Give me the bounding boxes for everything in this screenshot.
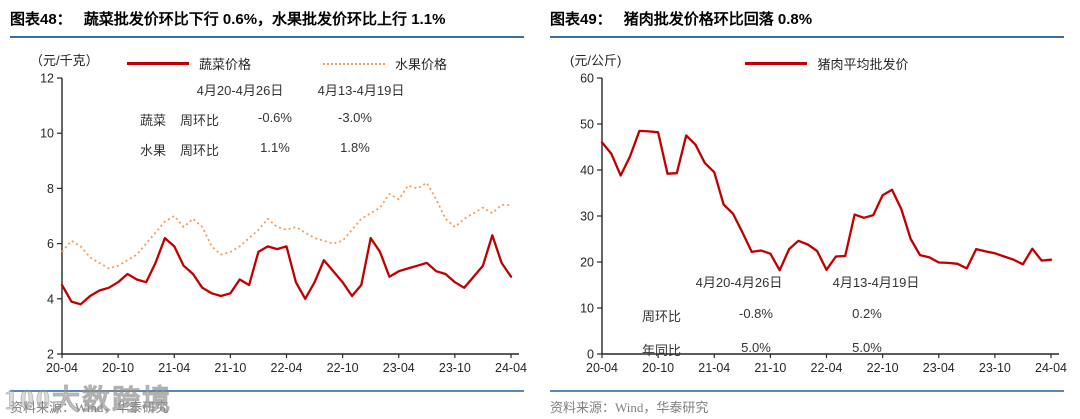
pork-chart-zone: (元/公斤) 猪肉平均批发价 0 10 20 30 40 50 60 20-04 20-10 21…: [550, 38, 1067, 388]
metric-value-prior: 0.2%: [852, 306, 882, 321]
stats-col-header-current-week: 4月20-4月26日: [196, 83, 284, 98]
figure-48-title: 蔬菜批发价环比下行 0.6%，水果批发价环比上行 1.1%: [83, 11, 446, 28]
pork-price-chart: 0 10 20 30 40 50 60 20-04 20-10 21-04 21-10 22-04 22…: [580, 72, 1067, 376]
metric-value-current: -0.8%: [739, 306, 773, 321]
svg-text:24-04: 24-04: [1035, 361, 1067, 375]
figure-49-panel: 图表49： 猪肉批发价格环比回落 0.8% (元/公斤) 猪肉平均批发价 0 10…: [540, 0, 1080, 419]
stats-table-header: 4月20-4月26日 4月13-4月19日: [140, 80, 416, 99]
svg-text:24-04: 24-04: [495, 361, 527, 375]
metric-label: 周环比: [180, 113, 220, 128]
vegetable-fruit-chart-zone: （元/千克） 蔬菜价格 水果价格 2 4 6 8 10 12 20-04 20-10 21-04…: [10, 38, 527, 388]
metric-label: 周环比: [642, 309, 682, 324]
svg-text:10: 10: [580, 302, 594, 316]
svg-text:23-04: 23-04: [923, 361, 955, 375]
svg-text:20: 20: [580, 256, 594, 270]
figure-49-footer: 资料来源：Wind，华泰研究: [550, 390, 1064, 416]
svg-text:22-10: 22-10: [327, 361, 359, 375]
metric-value-prior: -3.0%: [338, 110, 372, 125]
row-label: 蔬菜: [140, 113, 167, 128]
svg-text:50: 50: [580, 118, 594, 132]
figure-49-title: 猪肉批发价格环比回落 0.8%: [623, 11, 813, 28]
y-axis-unit-label: （元/千克）: [30, 53, 99, 68]
svg-text:4: 4: [47, 292, 54, 306]
svg-text:22-04: 22-04: [271, 361, 303, 375]
stats-col-header-prior-week: 4月13-4月19日: [317, 83, 405, 98]
legend-label-pork: 猪肉平均批发价: [817, 57, 909, 72]
legend-item-vegetable: 蔬菜价格: [126, 54, 251, 73]
legend-label-vegetable: 蔬菜价格: [198, 57, 251, 72]
svg-text:20-10: 20-10: [642, 361, 674, 375]
source-note: 资料来源：Wind，华泰研究: [10, 400, 169, 415]
svg-text:21-04: 21-04: [158, 361, 190, 375]
svg-text:20-10: 20-10: [102, 361, 134, 375]
metric-value-current: -0.6%: [258, 110, 292, 125]
stats-row-fruit: 水果 周环比 1.1% 1.8%: [140, 140, 416, 159]
svg-text:10: 10: [40, 127, 54, 141]
metric-label: 年同比: [642, 343, 682, 358]
metric-value-current: 1.1%: [260, 140, 290, 155]
svg-text:2: 2: [47, 348, 54, 362]
vegetable-fruit-price-chart: 2 4 6 8 10 12 20-04 20-10 21-04 21-10 22-04 22-10 23…: [40, 72, 527, 376]
stats-col-header-current-week: 4月20-4月26日: [695, 275, 783, 290]
svg-text:21-10: 21-10: [754, 361, 786, 375]
pork-line-swatch: [745, 62, 808, 65]
svg-text:21-10: 21-10: [214, 361, 246, 375]
pork-legend: 猪肉平均批发价: [590, 54, 1064, 73]
figure-48-footer: 100大数跨境 资料来源：Wind，华泰研究: [4, 385, 524, 416]
stats-row-yoy: 年同比 5.0% 5.0%: [642, 340, 942, 359]
source-note: 资料来源：Wind，华泰研究: [550, 400, 709, 415]
svg-text:6: 6: [47, 237, 54, 251]
svg-text:40: 40: [580, 164, 594, 178]
legend-item-fruit: 水果价格: [323, 54, 447, 73]
fruit-line-swatch: [323, 62, 385, 65]
figure-48-header: 图表48： 蔬菜批发价环比下行 0.6%，水果批发价环比上行 1.1%: [10, 6, 524, 38]
svg-text:12: 12: [40, 72, 54, 86]
svg-text:23-04: 23-04: [383, 361, 415, 375]
svg-text:22-10: 22-10: [867, 361, 899, 375]
svg-text:22-04: 22-04: [811, 361, 843, 375]
svg-text:23-10: 23-10: [979, 361, 1011, 375]
svg-text:30: 30: [580, 210, 594, 224]
stats-row-wow: 周环比 -0.8% 0.2%: [642, 306, 942, 325]
metric-value-prior: 5.0%: [852, 340, 882, 355]
figure-48-label: 图表48：: [10, 11, 72, 28]
figure-49-label: 图表49：: [550, 11, 612, 28]
svg-text:8: 8: [47, 182, 54, 196]
vegetable-fruit-legend: 蔬菜价格 水果价格: [50, 54, 524, 73]
vegetable-fruit-stats-table: 4月20-4月26日 4月13-4月19日 蔬菜 周环比 -0.6% -3.0%…: [140, 80, 416, 159]
figure-49-header: 图表49： 猪肉批发价格环比回落 0.8%: [550, 6, 1064, 38]
stats-col-header-prior-week: 4月13-4月19日: [832, 275, 920, 290]
vegetable-line-swatch: [126, 62, 189, 65]
svg-text:21-04: 21-04: [698, 361, 730, 375]
metric-value-current: 5.0%: [741, 340, 771, 355]
y-axis-unit-label: (元/公斤): [570, 53, 622, 68]
metric-label: 周环比: [180, 143, 220, 158]
svg-text:23-10: 23-10: [439, 361, 471, 375]
row-label: 水果: [140, 143, 167, 158]
legend-label-fruit: 水果价格: [395, 57, 448, 72]
svg-text:20-04: 20-04: [586, 361, 618, 375]
legend-item-pork: 猪肉平均批发价: [745, 54, 909, 73]
svg-text:0: 0: [587, 348, 594, 362]
metric-value-prior: 1.8%: [340, 140, 370, 155]
stats-row-vegetable: 蔬菜 周环比 -0.6% -3.0%: [140, 110, 416, 129]
svg-text:60: 60: [580, 72, 594, 86]
pork-stats-table: 4月20-4月26日 4月13-4月19日 周环比 -0.8% 0.2% 年同比…: [642, 272, 942, 359]
svg-text:20-04: 20-04: [46, 361, 78, 375]
figure-48-panel: 图表48： 蔬菜批发价环比下行 0.6%，水果批发价环比上行 1.1% （元/千…: [4, 6, 527, 416]
stats-table-header: 4月20-4月26日 4月13-4月19日: [642, 272, 942, 291]
